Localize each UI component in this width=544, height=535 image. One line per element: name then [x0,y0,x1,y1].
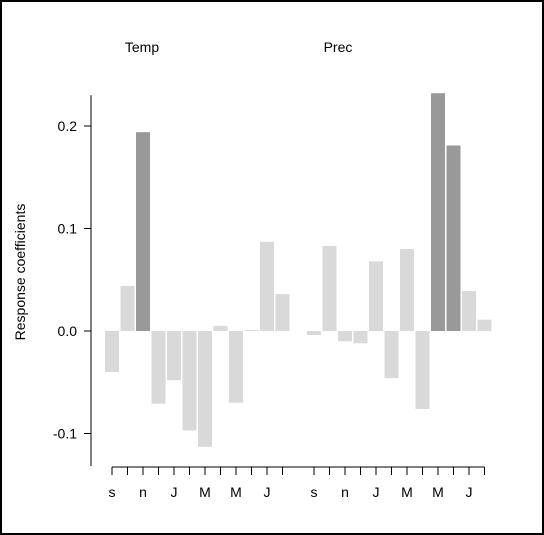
x-tick-label: n [139,484,147,500]
x-tick-label: J [171,484,178,500]
bar-prec-12 [478,320,492,331]
bar-prec-6 [385,331,399,378]
y-axis-label: Response coefficients [12,204,28,341]
bar-temp-6 [183,331,197,430]
bars [105,93,492,447]
bar-prec-4 [354,331,368,343]
bar-prec-9 [431,93,445,331]
bar-prec-10 [447,145,461,331]
y-axis: -0.1 0.0 0.1 0.2 [53,95,91,466]
x-tick-label: J [466,484,473,500]
panel-title-temp: Temp [125,39,159,55]
bar-temp-4 [152,331,166,404]
bar-temp-1 [105,331,119,372]
bar-temp-2 [121,286,135,331]
bar-prec-3 [338,331,352,341]
bar-prec-11 [462,291,476,331]
x-tick-label: M [432,484,444,500]
y-tick-label: 0.1 [58,221,78,237]
bar-prec-1 [307,331,321,335]
x-tick-label: M [199,484,211,500]
bar-temp-9 [229,331,243,403]
x-tick-label: J [373,484,380,500]
x-tick-label: M [230,484,242,500]
y-tick-label: -0.1 [53,426,77,442]
bar-temp-7 [198,331,212,447]
y-tick-label: 0.2 [58,118,78,134]
x-tick-label: n [341,484,349,500]
x-tick-label: s [109,484,116,500]
bar-prec-7 [400,249,414,331]
x-tick-label: M [401,484,413,500]
bar-prec-5 [369,261,383,331]
x-tick-label: s [311,484,318,500]
bar-temp-12 [276,294,290,331]
bar-temp-8 [214,326,228,331]
bar-prec-2 [323,246,337,331]
y-tick-label: 0.0 [58,323,78,339]
x-tick-label: J [264,484,271,500]
bar-temp-10 [245,330,259,331]
bar-temp-3 [136,132,150,331]
bar-prec-8 [416,331,430,409]
panel-title-prec: Prec [324,39,353,55]
bar-temp-11 [260,242,274,331]
bar-temp-5 [167,331,181,380]
